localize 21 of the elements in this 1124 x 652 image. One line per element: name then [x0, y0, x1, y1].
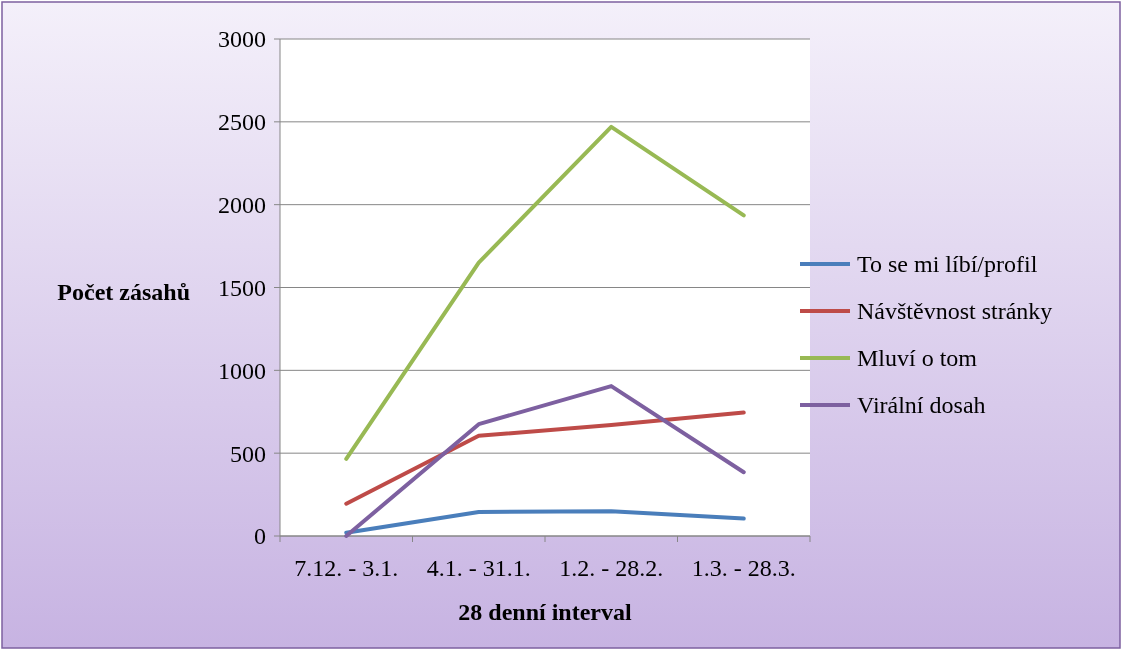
- line-series: [344, 509, 746, 535]
- y-tick-label: 0: [254, 523, 266, 550]
- line-series: [344, 384, 746, 538]
- x-tick-label: 1.2. - 28.2.: [559, 555, 664, 581]
- y-tick-label: 1000: [218, 357, 266, 384]
- y-tick-label: 3000: [218, 26, 266, 53]
- legend-label: Návštěvnost stránky: [857, 298, 1053, 325]
- line-series: [344, 410, 746, 506]
- legend-label: Virální dosah: [857, 392, 986, 419]
- x-tick-label: 4.1. - 31.1.: [426, 555, 531, 581]
- legend-label: Mluví o tom: [857, 345, 978, 372]
- legend-label: To se mi líbí/profil: [857, 251, 1038, 278]
- y-tick-label: 2500: [218, 109, 266, 136]
- y-tick-label: 500: [230, 440, 266, 467]
- y-tick-label: 2000: [218, 192, 266, 219]
- line-series: [344, 124, 746, 461]
- x-axis-title: 28 denní interval: [458, 599, 632, 625]
- x-tick-label: 1.3. - 28.3.: [691, 555, 796, 581]
- y-axis-title: Počet zásahů: [57, 278, 190, 305]
- y-tick-label: 1500: [218, 274, 266, 301]
- x-tick-label: 7.12. - 3.1.: [294, 555, 399, 581]
